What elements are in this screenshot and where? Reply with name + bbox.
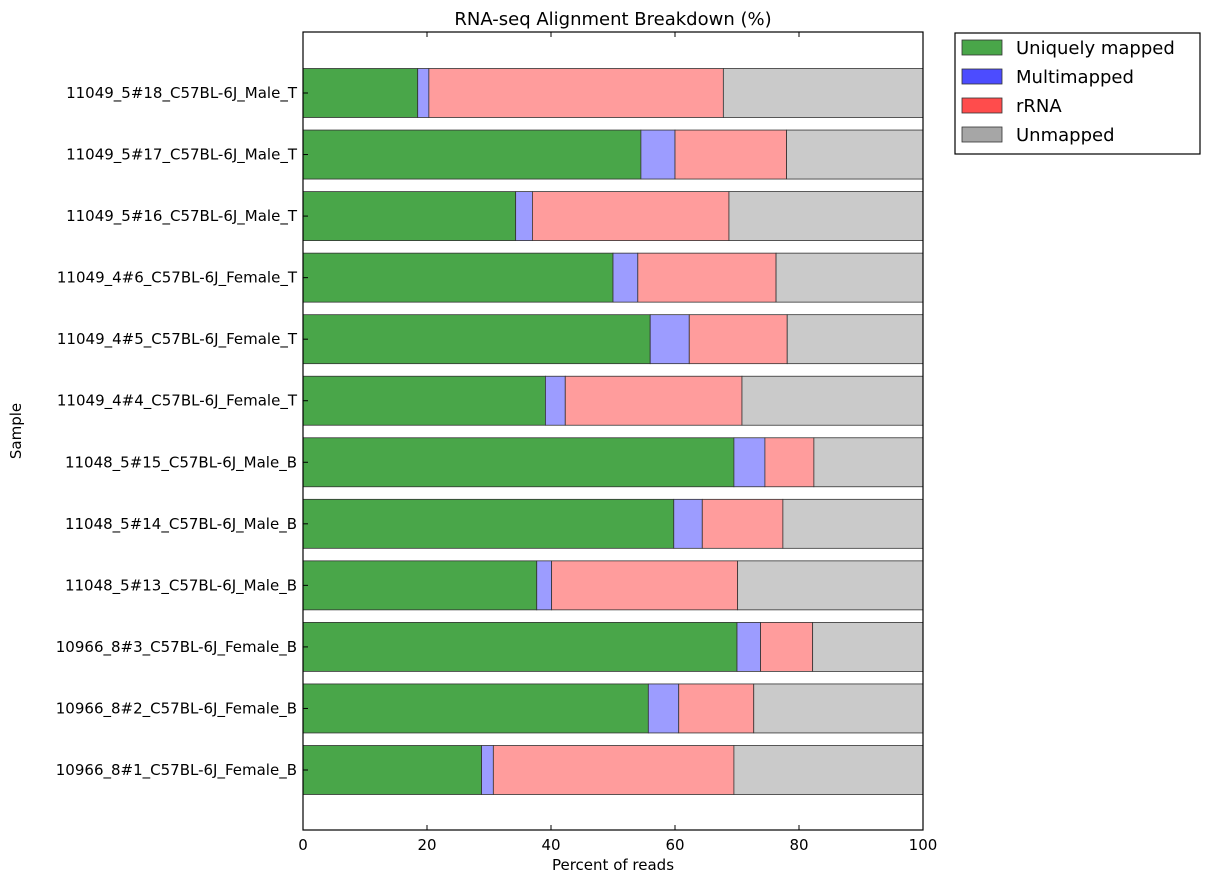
bar-segment-uniquely-mapped (302, 129, 642, 180)
chart-title: RNA-seq Alignment Breakdown (%) (454, 9, 771, 30)
bar-segment-rrna (428, 68, 724, 118)
legend-swatch-uniquely-mapped (961, 39, 1003, 56)
legend-swatch-rrna (961, 97, 1003, 114)
bar-segment-rrna (637, 252, 777, 303)
y-tick-label: 10966_8#1_C57BL-6J_Female_B (56, 761, 297, 780)
bar-segment-unmapped (737, 560, 924, 611)
bar-segment-rrna (564, 375, 743, 426)
bar-segment-uniquely-mapped (302, 68, 419, 118)
x-tick-label: 60 (665, 836, 684, 854)
y-tick-label: 11049_5#18_C57BL-6J_Male_T (66, 84, 298, 103)
y-tick-label: 11049_5#16_C57BL-6J_Male_T (66, 207, 298, 226)
bar-segment-unmapped (753, 683, 924, 734)
bar-segment-multimapped (417, 68, 430, 118)
bar-segment-multimapped (733, 437, 766, 488)
bar-segment-multimapped (640, 129, 676, 180)
legend-label: Multimapped (1016, 67, 1134, 88)
bar-segment-unmapped (813, 437, 924, 488)
x-tick-label: 100 (909, 836, 938, 854)
bar-segment-rrna (674, 129, 787, 180)
y-tick-label: 11049_4#6_C57BL-6J_Female_T (57, 269, 298, 288)
bar-segment-rrna (764, 437, 815, 488)
y-tick-label: 11049_4#5_C57BL-6J_Female_T (57, 330, 298, 349)
bar-segment-multimapped (649, 314, 690, 365)
legend-label: Unmapped (1016, 125, 1115, 146)
legend: Uniquely mapped Multimapped rRNA Unmapped (954, 32, 1201, 155)
bar-segment-unmapped (775, 252, 924, 303)
legend-swatch-multimapped (961, 68, 1003, 85)
bar-segment-unmapped (782, 498, 924, 549)
bar-segment-unmapped (733, 745, 924, 795)
bar-segment-uniquely-mapped (302, 375, 546, 426)
bar-segment-uniquely-mapped (302, 745, 482, 795)
bar-segment-rrna (551, 560, 739, 611)
bar-segment-uniquely-mapped (302, 252, 614, 303)
x-tick-label: 80 (789, 836, 808, 854)
y-tick-label: 10966_8#2_C57BL-6J_Female_B (56, 699, 297, 718)
x-tick-label: 40 (541, 836, 560, 854)
bar-segment-uniquely-mapped (302, 560, 538, 611)
bar-segment-unmapped (812, 622, 924, 672)
bar-segment-multimapped (481, 745, 494, 795)
bars-layer (302, 68, 924, 795)
bar-segment-uniquely-mapped (302, 498, 675, 549)
bar-segment-unmapped (741, 375, 924, 426)
bar-segment-rrna (760, 622, 814, 672)
x-tick-label: 20 (417, 836, 436, 854)
bar-segment-multimapped (673, 498, 703, 549)
y-tick-label: 11049_4#4_C57BL-6J_Female_T (57, 392, 298, 411)
legend-swatch-unmapped (961, 126, 1003, 143)
y-tick-label: 10966_8#3_C57BL-6J_Female_B (56, 638, 297, 657)
ticks-layer: 11049_5#18_C57BL-6J_Male_T 11049_5#17_C57… (56, 32, 938, 854)
x-tick-label: 0 (298, 836, 308, 854)
bar-segment-rrna (701, 498, 784, 549)
bar-segment-uniquely-mapped (302, 622, 738, 672)
bar-segment-unmapped (786, 129, 924, 180)
y-axis-label: Sample (7, 403, 25, 459)
bar-segment-uniquely-mapped (302, 314, 651, 365)
bar-segment-unmapped (722, 68, 924, 118)
bar-segment-multimapped (536, 560, 553, 611)
bar-segment-rrna (678, 683, 755, 734)
bar-segment-unmapped (728, 191, 924, 241)
bar-segment-multimapped (612, 252, 639, 303)
bar-segment-uniquely-mapped (302, 437, 735, 488)
y-tick-label: 11048_5#13_C57BL-6J_Male_B (65, 576, 297, 595)
y-tick-label: 11048_5#15_C57BL-6J_Male_B (65, 453, 297, 472)
bar-segment-uniquely-mapped (302, 683, 649, 734)
plot-frame (302, 31, 924, 831)
bar-segment-rrna (492, 745, 735, 795)
legend-label: Uniquely mapped (1016, 38, 1175, 59)
y-tick-label: 11048_5#14_C57BL-6J_Male_B (65, 515, 297, 534)
bar-segment-unmapped (786, 314, 924, 365)
bar-segment-multimapped (647, 683, 680, 734)
legend-label: rRNA (1016, 96, 1062, 117)
bar-segment-uniquely-mapped (302, 191, 517, 241)
bar-segment-rrna (532, 191, 730, 241)
bar-segment-multimapped (545, 375, 566, 426)
x-axis-label: Percent of reads (552, 856, 674, 874)
bar-segment-rrna (688, 314, 788, 365)
bar-segment-multimapped (736, 622, 761, 672)
y-tick-label: 11049_5#17_C57BL-6J_Male_T (66, 146, 298, 165)
bar-segment-multimapped (515, 191, 533, 241)
